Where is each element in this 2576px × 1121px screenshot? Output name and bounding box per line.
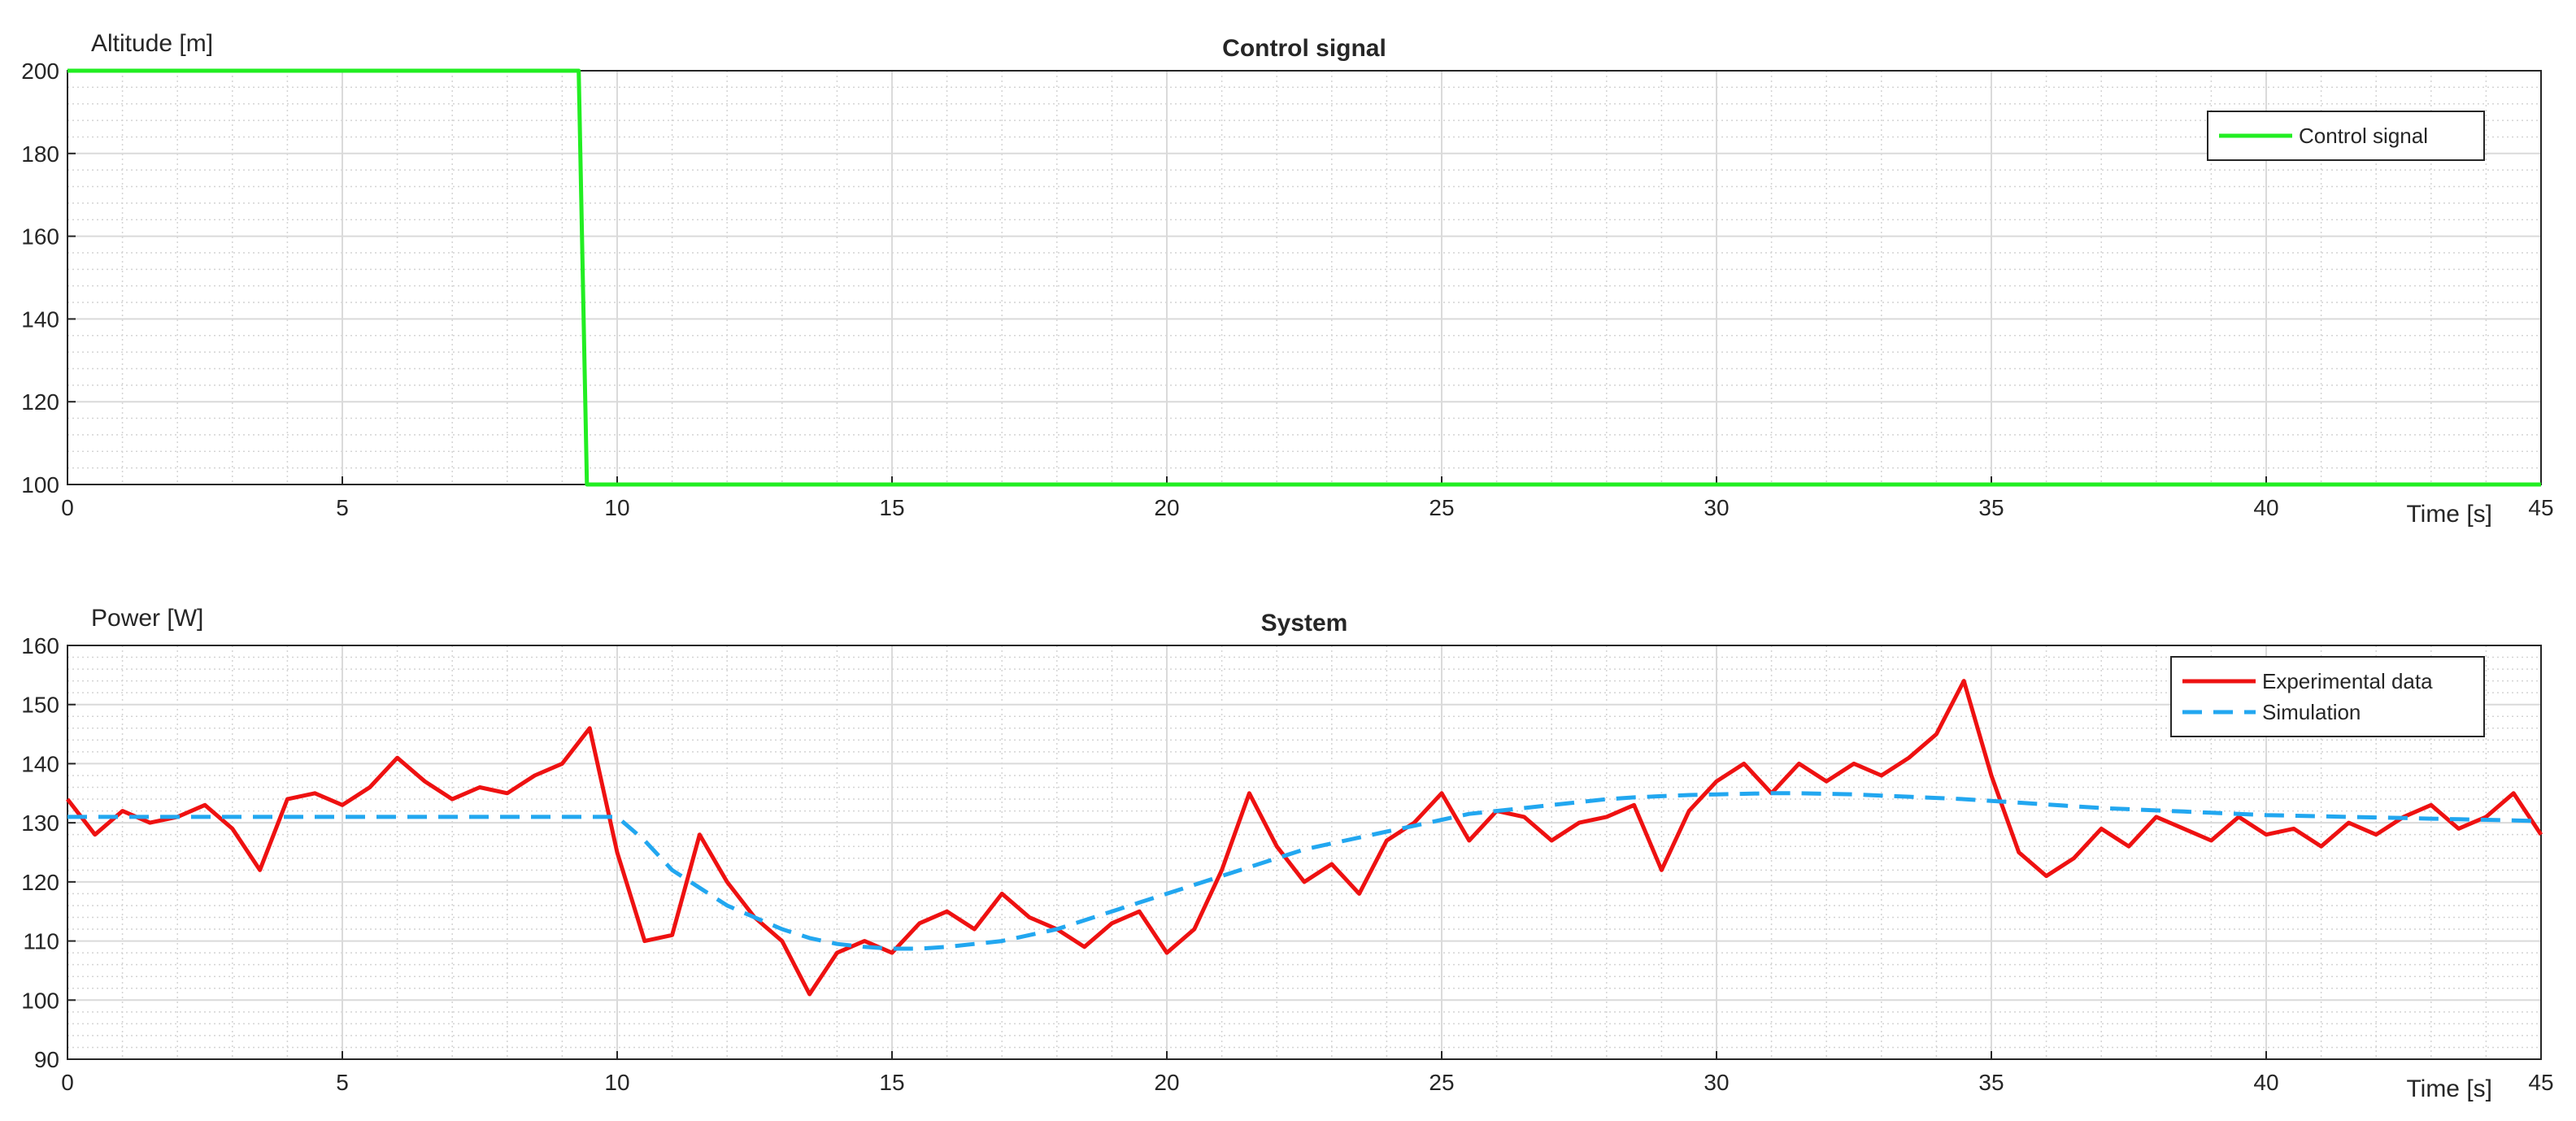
x-tick-label: 0 <box>61 1070 74 1095</box>
x-tick-label: 45 <box>2528 1070 2553 1095</box>
y-tick-label: 130 <box>21 810 59 836</box>
y-tick-label: 140 <box>21 306 59 332</box>
y-tick-label: 100 <box>21 988 59 1013</box>
axes-box <box>67 645 2542 1060</box>
y-tick-label: 200 <box>21 59 59 84</box>
x-tick-label: 15 <box>879 1070 904 1095</box>
data-line <box>66 679 2543 997</box>
x-tick-label: 25 <box>1429 1070 1454 1095</box>
y-tick-label: 160 <box>21 224 59 250</box>
plot-area <box>67 71 2541 484</box>
x-tick-label: 40 <box>2253 495 2278 520</box>
y-tick-label: 160 <box>21 633 59 658</box>
data-line <box>67 791 2542 951</box>
plot-area <box>67 645 2541 1059</box>
data-line <box>67 68 2541 487</box>
x-tick-label: 25 <box>1429 495 1454 520</box>
y-axis-label: Altitude [m] <box>91 30 213 57</box>
x-tick-label: 20 <box>1154 1070 1179 1095</box>
y-tick-label: 110 <box>23 929 59 954</box>
x-tick-label: 5 <box>336 1070 349 1095</box>
x-axis-label: Time [s] <box>2406 501 2492 528</box>
x-tick-label: 30 <box>1704 1070 1729 1095</box>
x-tick-label: 35 <box>1978 495 2004 520</box>
x-tick-label: 0 <box>61 495 74 520</box>
legend-label: Control signal <box>2299 124 2428 148</box>
x-tick-label: 20 <box>1154 495 1179 520</box>
x-tick-label: 10 <box>604 495 629 520</box>
x-tick-label: 5 <box>336 495 349 520</box>
y-tick-label: 150 <box>21 693 59 718</box>
x-tick-label: 30 <box>1704 495 1729 520</box>
y-axis-label: Power [W] <box>91 605 203 632</box>
chart-title: Control signal <box>1222 35 1386 62</box>
x-tick-label: 40 <box>2253 1070 2278 1095</box>
legend-label: Simulation <box>2262 700 2361 724</box>
y-tick-label: 140 <box>21 751 59 776</box>
x-tick-label: 15 <box>879 495 904 520</box>
y-tick-label: 90 <box>34 1047 59 1072</box>
x-axis-label: Time [s] <box>2406 1075 2492 1102</box>
chart-title: System <box>1261 610 1348 637</box>
legend-box <box>2170 656 2485 737</box>
y-tick-label: 100 <box>21 472 59 497</box>
y-tick-label: 180 <box>21 141 59 167</box>
y-tick-label: 120 <box>21 870 59 895</box>
x-tick-label: 10 <box>604 1070 629 1095</box>
x-tick-label: 35 <box>1978 1070 2004 1095</box>
x-tick-label: 45 <box>2528 495 2553 520</box>
y-tick-label: 120 <box>21 389 59 415</box>
legend-label: Experimental data <box>2262 669 2433 693</box>
